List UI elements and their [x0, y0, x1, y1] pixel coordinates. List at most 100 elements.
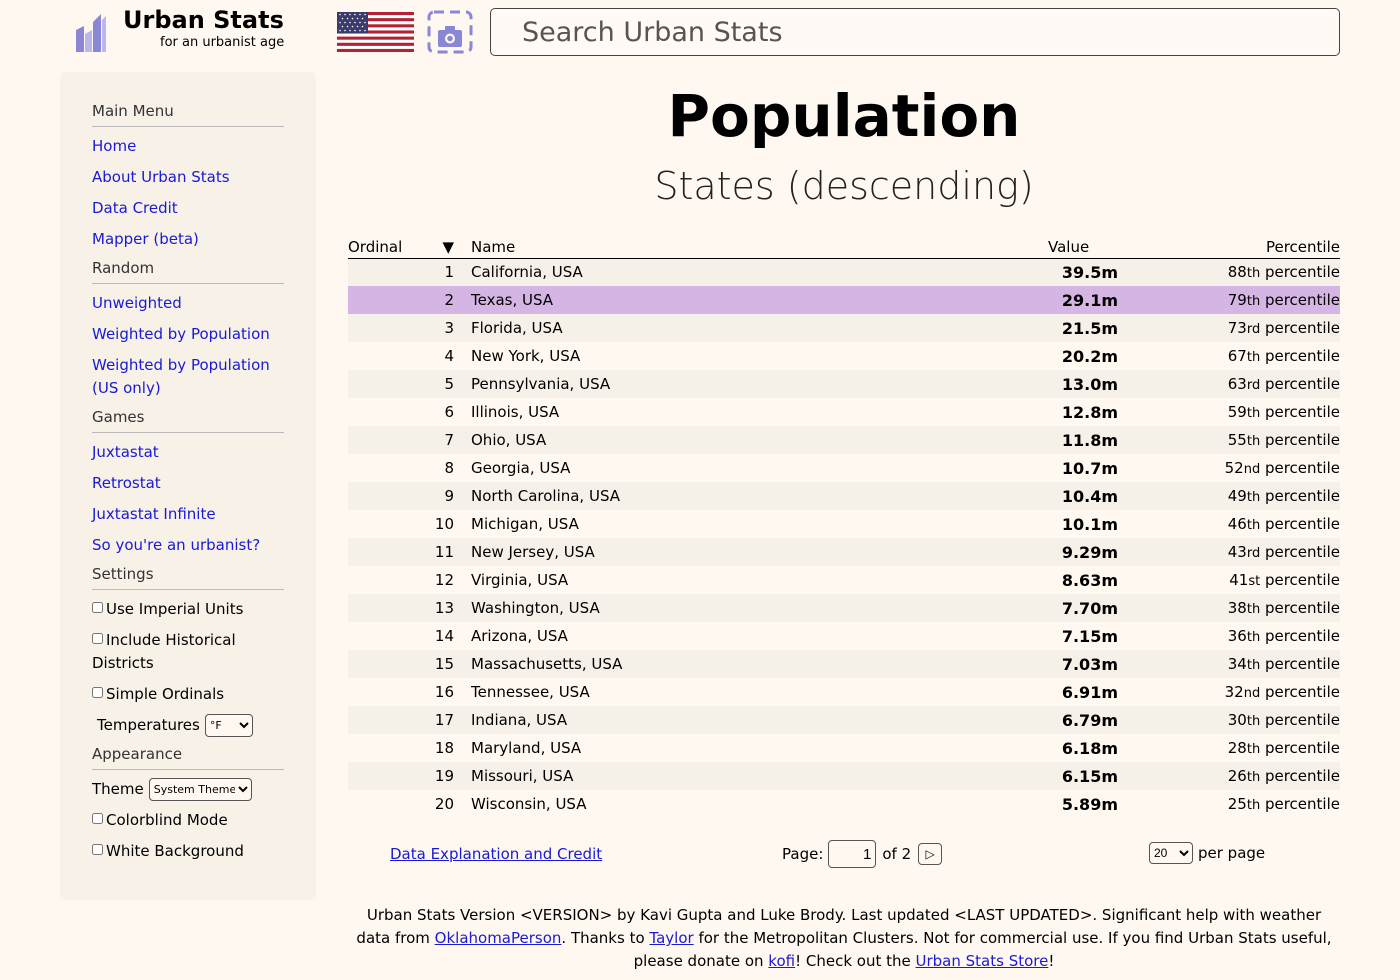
- row-name[interactable]: New York, USA: [458, 342, 1048, 370]
- credits-link-taylor[interactable]: Taylor: [649, 929, 694, 947]
- row-name-text[interactable]: California, USA: [471, 263, 583, 282]
- row-name-text[interactable]: Wisconsin, USA: [471, 795, 587, 813]
- sort-descending-icon[interactable]: ▼: [442, 237, 454, 256]
- sidebar-link-unweighted[interactable]: Unweighted: [92, 294, 182, 312]
- table-row[interactable]: 10 Michigan, USA 10.1m 46th percentile: [348, 510, 1340, 538]
- row-name-text[interactable]: Georgia, USA: [471, 459, 571, 477]
- historical-districts-checkbox[interactable]: [92, 633, 103, 644]
- row-name[interactable]: Maryland, USA: [458, 734, 1048, 762]
- column-header-value[interactable]: Value: [1048, 232, 1118, 259]
- sidebar-link-mapper[interactable]: Mapper (beta): [92, 230, 199, 248]
- sidebar-heading-appearance: Appearance: [92, 745, 284, 770]
- sidebar-link-juxtastat[interactable]: Juxtastat: [92, 443, 159, 461]
- table-row[interactable]: 9 North Carolina, USA 10.4m 49th percentile: [348, 482, 1340, 510]
- row-name-text[interactable]: North Carolina, USA: [471, 487, 621, 505]
- screenshot-camera-icon[interactable]: [427, 10, 473, 54]
- row-name[interactable]: Ohio, USA: [458, 426, 1048, 454]
- row-name[interactable]: Tennessee, USA: [458, 678, 1048, 706]
- row-name[interactable]: Arizona, USA: [458, 622, 1048, 650]
- row-name-text[interactable]: Virginia, USA: [471, 571, 569, 589]
- row-name[interactable]: Texas, USA: [458, 286, 1048, 314]
- table-row[interactable]: 14 Arizona, USA 7.15m 36th percentile: [348, 622, 1340, 650]
- white-background-label: White Background: [106, 842, 244, 860]
- row-name-text[interactable]: Michigan, USA: [471, 515, 579, 533]
- credits-link-kofi[interactable]: kofi: [768, 952, 796, 970]
- search-input[interactable]: [490, 8, 1340, 56]
- sidebar-link-home[interactable]: Home: [92, 137, 137, 155]
- table-row[interactable]: 4 New York, USA 20.2m 67th percentile: [348, 342, 1340, 370]
- table-row[interactable]: 18 Maryland, USA 6.18m 28th percentile: [348, 734, 1340, 762]
- table-row[interactable]: 20 Wisconsin, USA 5.89m 25th percentile: [348, 790, 1340, 818]
- table-row[interactable]: 1 California, USA 39.5m 88th percentile: [348, 258, 1340, 286]
- table-row[interactable]: 5 Pennsylvania, USA 13.0m 63rd percentile: [348, 370, 1340, 398]
- column-header-percentile[interactable]: Percentile: [1118, 232, 1340, 259]
- row-name-text[interactable]: Texas, USA: [471, 291, 554, 309]
- simple-ordinals-checkbox[interactable]: [92, 687, 103, 698]
- row-percentile-number: 63: [1227, 375, 1247, 393]
- per-page-select[interactable]: 20: [1149, 842, 1193, 864]
- temperatures-select[interactable]: °F: [204, 714, 253, 737]
- row-name[interactable]: California, USA: [458, 258, 1048, 286]
- logo-title[interactable]: Urban Stats: [123, 6, 284, 34]
- sidebar-link-juxtastat-infinite[interactable]: Juxtastat Infinite: [92, 505, 216, 523]
- row-name-text[interactable]: New York, USA: [471, 347, 581, 365]
- row-name-text[interactable]: Washington, USA: [471, 599, 600, 617]
- table-row[interactable]: 16 Tennessee, USA 6.91m 32nd percentile: [348, 678, 1340, 706]
- theme-select[interactable]: System Theme: [148, 778, 252, 801]
- credits-link-store[interactable]: Urban Stats Store: [915, 952, 1049, 970]
- row-name[interactable]: Michigan, USA: [458, 510, 1048, 538]
- table-row[interactable]: 15 Massachusetts, USA 7.03m 34th percentile: [348, 650, 1340, 678]
- table-row[interactable]: 12 Virginia, USA 8.63m 41st percentile: [348, 566, 1340, 594]
- row-name-text[interactable]: Tennessee, USA: [471, 683, 590, 701]
- table-row[interactable]: 3 Florida, USA 21.5m 73rd percentile: [348, 314, 1340, 342]
- row-name[interactable]: Florida, USA: [458, 314, 1048, 342]
- row-name[interactable]: Massachusetts, USA: [458, 650, 1048, 678]
- row-name-text[interactable]: Missouri, USA: [471, 767, 574, 785]
- credits-link-oklahomaperson[interactable]: OklahomaPerson: [434, 929, 562, 947]
- sidebar-link-urbanist-quiz[interactable]: So you're an urbanist?: [92, 536, 261, 554]
- table-row[interactable]: 6 Illinois, USA 12.8m 59th percentile: [348, 398, 1340, 426]
- table-row[interactable]: 7 Ohio, USA 11.8m 55th percentile: [348, 426, 1340, 454]
- row-name-text[interactable]: Arizona, USA: [471, 627, 568, 645]
- us-flag-icon[interactable]: [337, 12, 414, 52]
- column-header-name[interactable]: Name: [458, 232, 1048, 259]
- row-name[interactable]: Wisconsin, USA: [458, 790, 1048, 818]
- imperial-units-checkbox[interactable]: [92, 602, 103, 613]
- row-name[interactable]: Illinois, USA: [458, 398, 1048, 426]
- row-name-text[interactable]: Ohio, USA: [471, 431, 547, 449]
- table-row[interactable]: 8 Georgia, USA 10.7m 52nd percentile: [348, 454, 1340, 482]
- row-name[interactable]: Indiana, USA: [458, 706, 1048, 734]
- sidebar-link-weighted-population-us[interactable]: Weighted by Population (US only): [92, 356, 270, 397]
- row-name-text[interactable]: Florida, USA: [471, 319, 563, 337]
- row-name-text[interactable]: Pennsylvania, USA: [471, 375, 611, 393]
- colorblind-checkbox[interactable]: [92, 813, 103, 824]
- row-name-text[interactable]: Illinois, USA: [471, 403, 560, 421]
- next-page-button[interactable]: ▷: [918, 843, 943, 865]
- row-name-text[interactable]: New Jersey, USA: [471, 543, 595, 561]
- table-row[interactable]: 13 Washington, USA 7.70m 38th percentile: [348, 594, 1340, 622]
- sidebar-link-about[interactable]: About Urban Stats: [92, 168, 230, 186]
- row-name-text[interactable]: Indiana, USA: [471, 711, 568, 729]
- row-name[interactable]: Washington, USA: [458, 594, 1048, 622]
- row-name[interactable]: New Jersey, USA: [458, 538, 1048, 566]
- sidebar-link-data-credit[interactable]: Data Credit: [92, 199, 178, 217]
- table-row[interactable]: 2 Texas, USA 29.1m 79th percentile: [348, 286, 1340, 314]
- column-header-ordinal[interactable]: Ordinal ▼: [348, 232, 458, 259]
- sidebar-link-weighted-population[interactable]: Weighted by Population: [92, 325, 270, 343]
- row-name-text[interactable]: Massachusetts, USA: [471, 655, 623, 673]
- table-row[interactable]: 19 Missouri, USA 6.15m 26th percentile: [348, 762, 1340, 790]
- white-background-checkbox[interactable]: [92, 844, 103, 855]
- table-row[interactable]: 17 Indiana, USA 6.79m 30th percentile: [348, 706, 1340, 734]
- row-name[interactable]: Pennsylvania, USA: [458, 370, 1048, 398]
- data-explanation-link[interactable]: Data Explanation and Credit: [390, 845, 603, 863]
- logo-icon[interactable]: [76, 10, 108, 54]
- row-name[interactable]: Georgia, USA: [458, 454, 1048, 482]
- row-name[interactable]: North Carolina, USA: [458, 482, 1048, 510]
- row-name[interactable]: Missouri, USA: [458, 762, 1048, 790]
- page-number-input[interactable]: [828, 840, 877, 868]
- row-name-text[interactable]: Maryland, USA: [471, 739, 582, 757]
- row-name[interactable]: Virginia, USA: [458, 566, 1048, 594]
- row-percentile-word: percentile: [1260, 319, 1340, 337]
- table-row[interactable]: 11 New Jersey, USA 9.29m 43rd percentile: [348, 538, 1340, 566]
- sidebar-link-retrostat[interactable]: Retrostat: [92, 474, 161, 492]
